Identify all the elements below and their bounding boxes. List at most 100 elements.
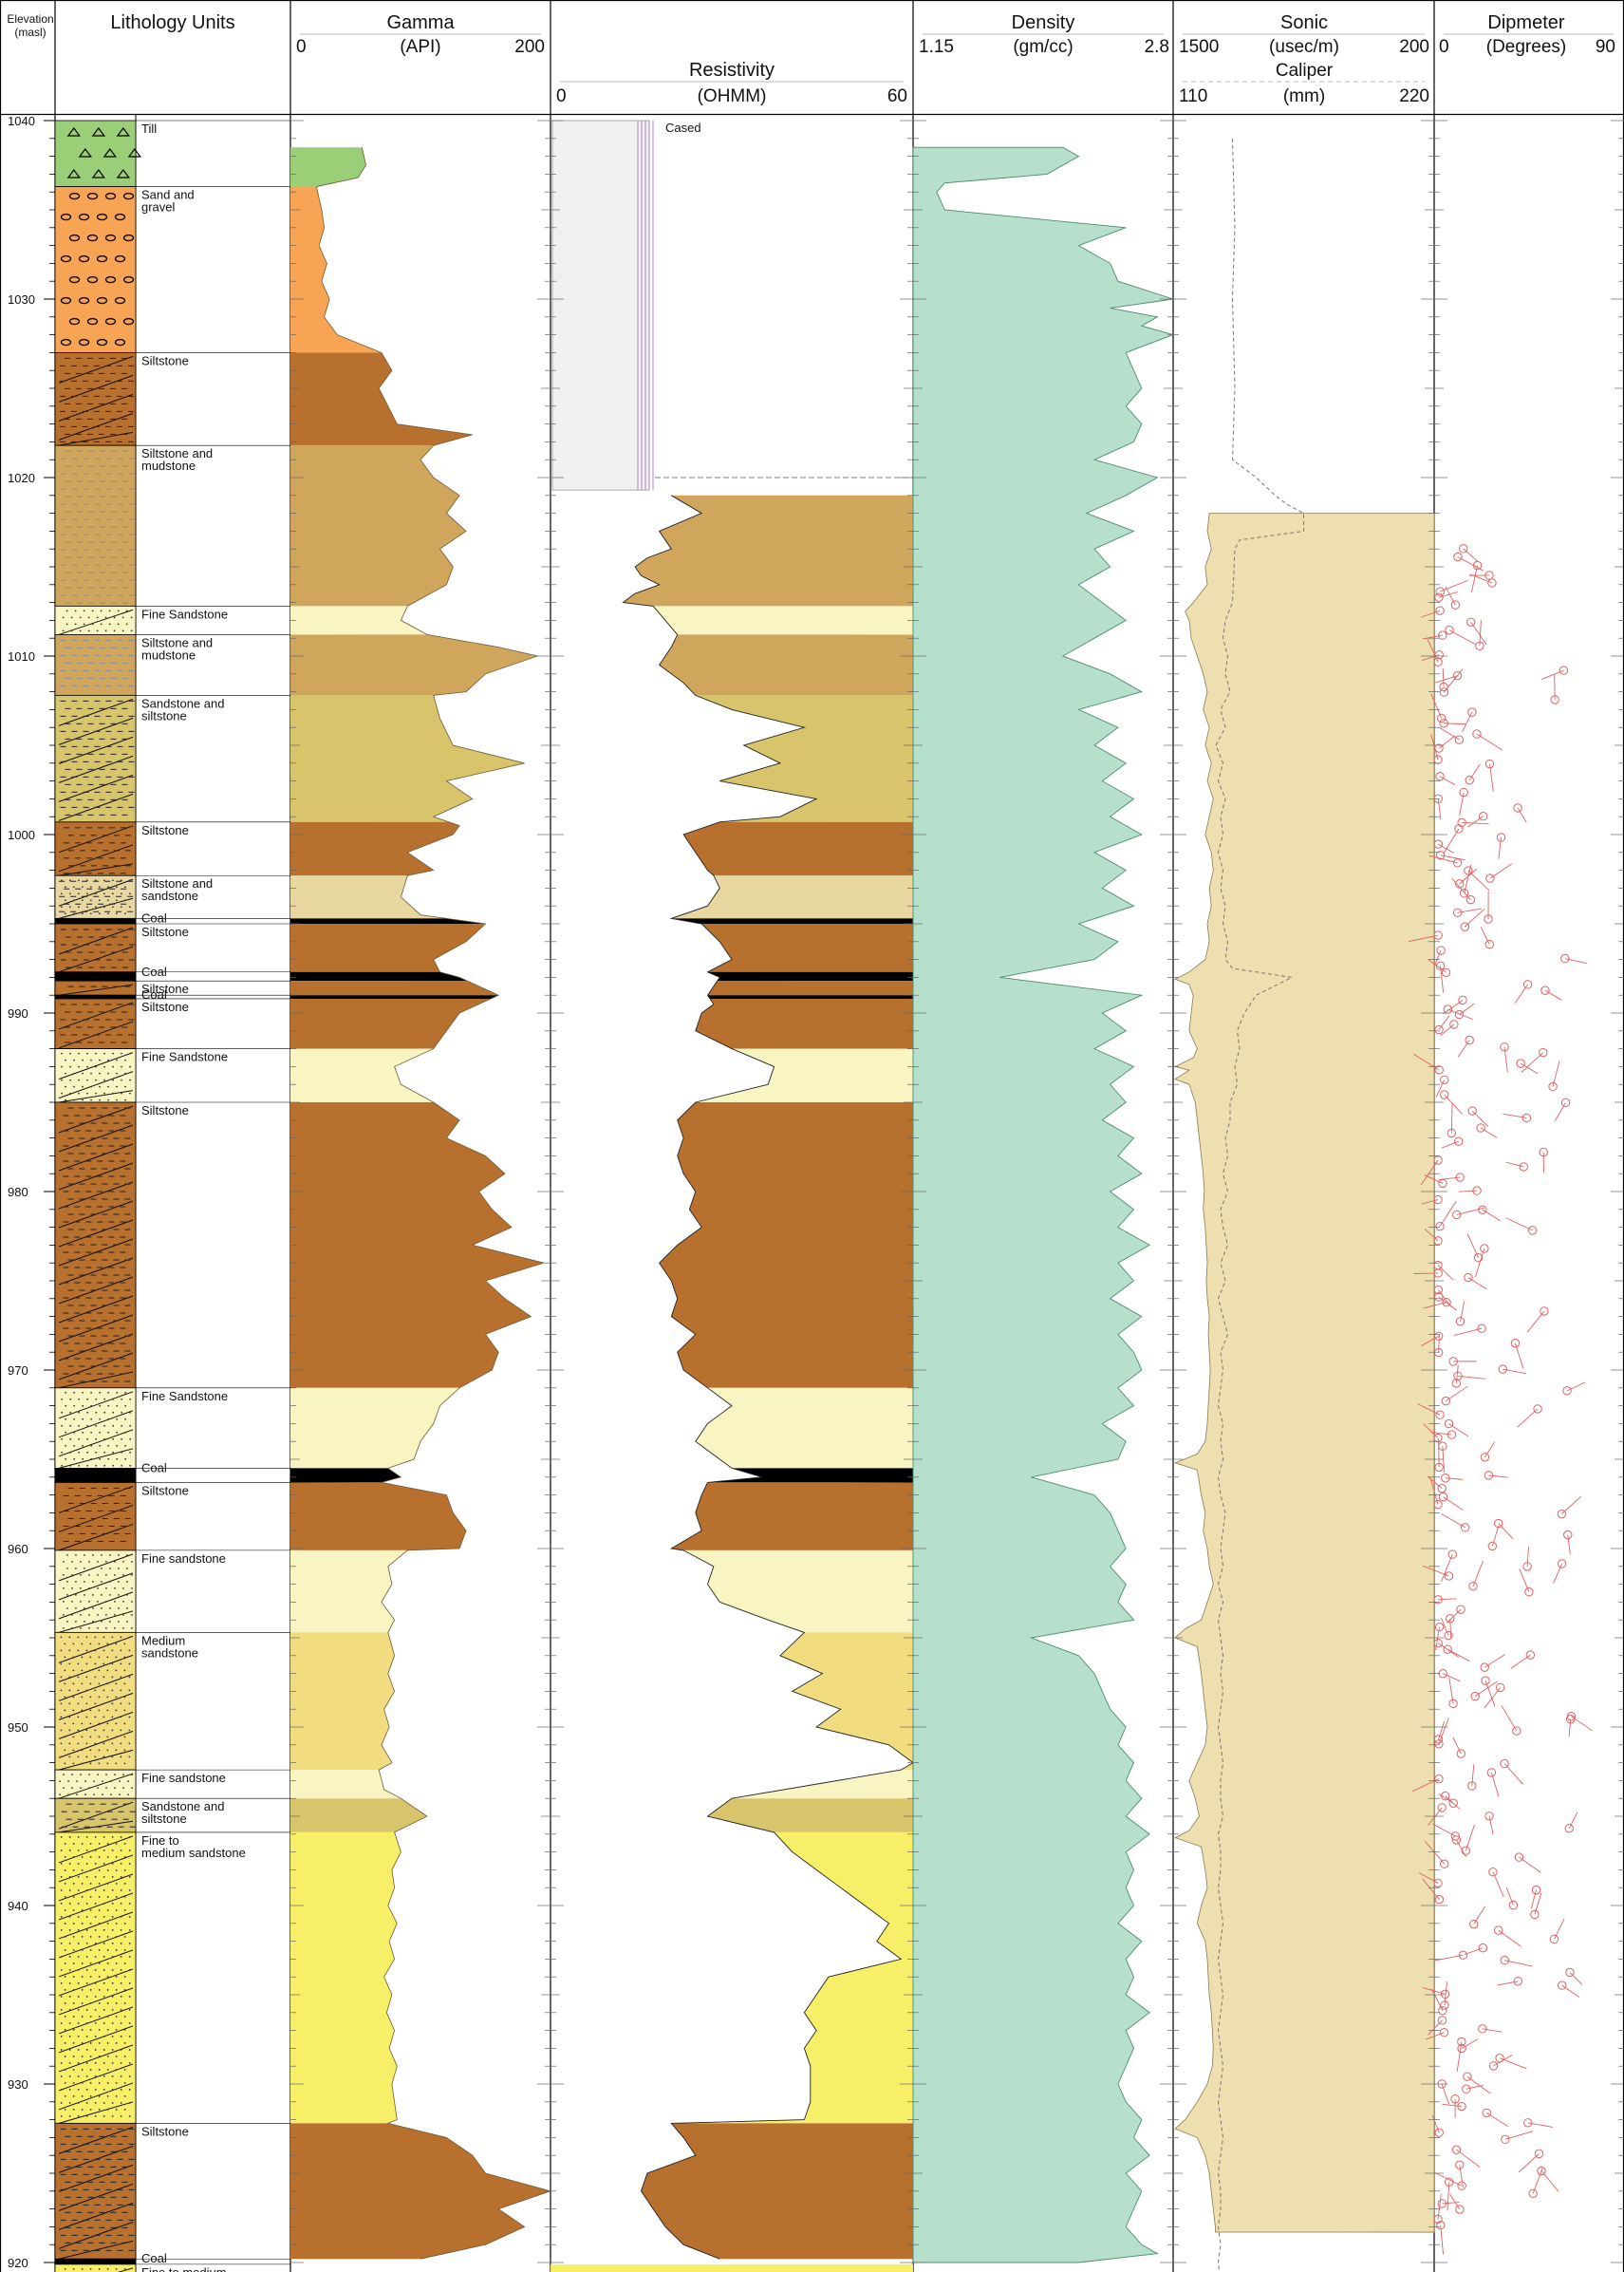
sand-mark [72, 1989, 75, 1991]
dip-tadpole [1446, 1614, 1455, 1624]
sand-mark [105, 1626, 107, 1629]
sand-mark [128, 1916, 131, 1918]
sand-mark [106, 1749, 109, 1752]
lithology-unit [54, 186, 137, 353]
sand-mark [81, 2069, 84, 2071]
sand-mark [123, 1856, 126, 1858]
lithology-unit [54, 1048, 137, 1103]
bedding-mark [58, 1257, 134, 1286]
dip-tadpole [1447, 1549, 1457, 1559]
dip-tadpole-tail [1422, 634, 1443, 640]
sand-mark [81, 1923, 84, 1925]
sand-mark [94, 1929, 97, 1931]
lithology-unit [54, 2258, 137, 2265]
sand-mark [94, 1636, 97, 1639]
resistivity-fill [707, 995, 913, 999]
sand-mark [94, 906, 97, 909]
sand-mark [120, 1916, 122, 1918]
sand-mark [66, 1606, 68, 1609]
sand-mark [89, 899, 92, 902]
lithology-label: Siltstone [141, 1103, 189, 1117]
dip-tadpole-tail [1431, 2114, 1440, 2133]
sand-mark [64, 2109, 66, 2111]
sand-mark [86, 1065, 88, 1068]
dip-tadpole [1449, 1020, 1459, 1029]
sand-mark [89, 2016, 92, 2018]
sand-mark [63, 1774, 65, 1776]
sand-mark [90, 1431, 93, 1434]
dip-tadpole-tail [1433, 1954, 1464, 1962]
sand-mark [98, 886, 101, 889]
sand-mark [81, 1736, 84, 1738]
bedding-mark [58, 2183, 134, 2211]
depth-tick-label: 1000 [8, 828, 35, 842]
sand-mark [123, 1722, 126, 1725]
sand-mark [77, 2115, 80, 2117]
sand-mark [81, 1976, 84, 1978]
sand-mark [112, 1424, 115, 1427]
dip-tadpole-tail [1526, 1546, 1529, 1567]
bedding-mark [58, 2126, 134, 2154]
dip-tadpole [1439, 2028, 1449, 2037]
sand-mark [101, 1606, 103, 1609]
sand-mark [123, 1976, 126, 1978]
sand-mark [88, 1560, 90, 1563]
sand-mark [106, 2095, 109, 2097]
lithology-label: Fine to [141, 1833, 179, 1848]
dip-tadpole [1521, 1113, 1532, 1123]
sand-mark [94, 2115, 97, 2117]
sand-mark [98, 2109, 101, 2111]
dip-tadpole [1455, 2160, 1465, 2169]
sand-mark [68, 1689, 71, 1692]
sand-mark [128, 1689, 131, 1692]
sand-mark [120, 1982, 122, 1984]
dip-tadpole-tail [1471, 1110, 1489, 1127]
sand-mark [123, 2002, 126, 2004]
dip-tadpole-tail [1566, 1381, 1586, 1392]
dip-tadpole-tail [1449, 2193, 1461, 2210]
bedding-mark [58, 844, 134, 873]
sand-mark [73, 1444, 76, 1447]
sand-mark [59, 1793, 61, 1796]
lithology-title: Lithology Units [110, 12, 234, 33]
sand-mark [80, 1573, 82, 1576]
sand-mark [65, 1418, 67, 1420]
dip-tadpole [1558, 1981, 1567, 1990]
sand-mark [128, 1982, 131, 1984]
sand-mark [77, 1636, 80, 1639]
dipmeter-title: Dipmeter [1487, 12, 1564, 33]
bedding-mark [58, 355, 134, 384]
dip-tadpole [1441, 967, 1451, 977]
sand-mark [114, 1587, 116, 1589]
dip-tadpole [1459, 889, 1469, 898]
dip-tadpole-tail [1470, 565, 1478, 592]
sand-mark [106, 1656, 109, 1659]
dip-tadpole [1433, 1285, 1444, 1295]
dip-tadpole [1478, 2024, 1487, 2034]
lithology-label: Medium [141, 1633, 185, 1647]
sand-mark [80, 1587, 82, 1589]
sand-mark [60, 1636, 63, 1639]
sand-mark [122, 1613, 124, 1616]
bedding-mark [58, 1238, 134, 1267]
sand-mark [129, 1398, 132, 1400]
sand-mark [77, 1889, 80, 1891]
sand-mark [123, 1843, 126, 1845]
sand-mark [106, 2069, 109, 2071]
sand-mark [94, 1716, 97, 1718]
sand-mark [129, 1451, 132, 1454]
sand-mark [121, 1411, 123, 1414]
resistivity-max: 60 [887, 86, 907, 106]
dip-tadpole [1433, 1638, 1443, 1648]
sand-mark [85, 1889, 88, 1891]
dip-tadpole [1447, 1430, 1457, 1439]
sand-mark [120, 1929, 122, 1931]
dip-tadpole-tail [1505, 1217, 1533, 1231]
gravel-mark [104, 234, 117, 242]
gamma-curve-fill [290, 918, 486, 924]
dip-tadpole [1437, 1483, 1447, 1493]
sand-mark [92, 1567, 94, 1569]
sand-mark [78, 1052, 80, 1055]
sand-mark [112, 1065, 114, 1068]
